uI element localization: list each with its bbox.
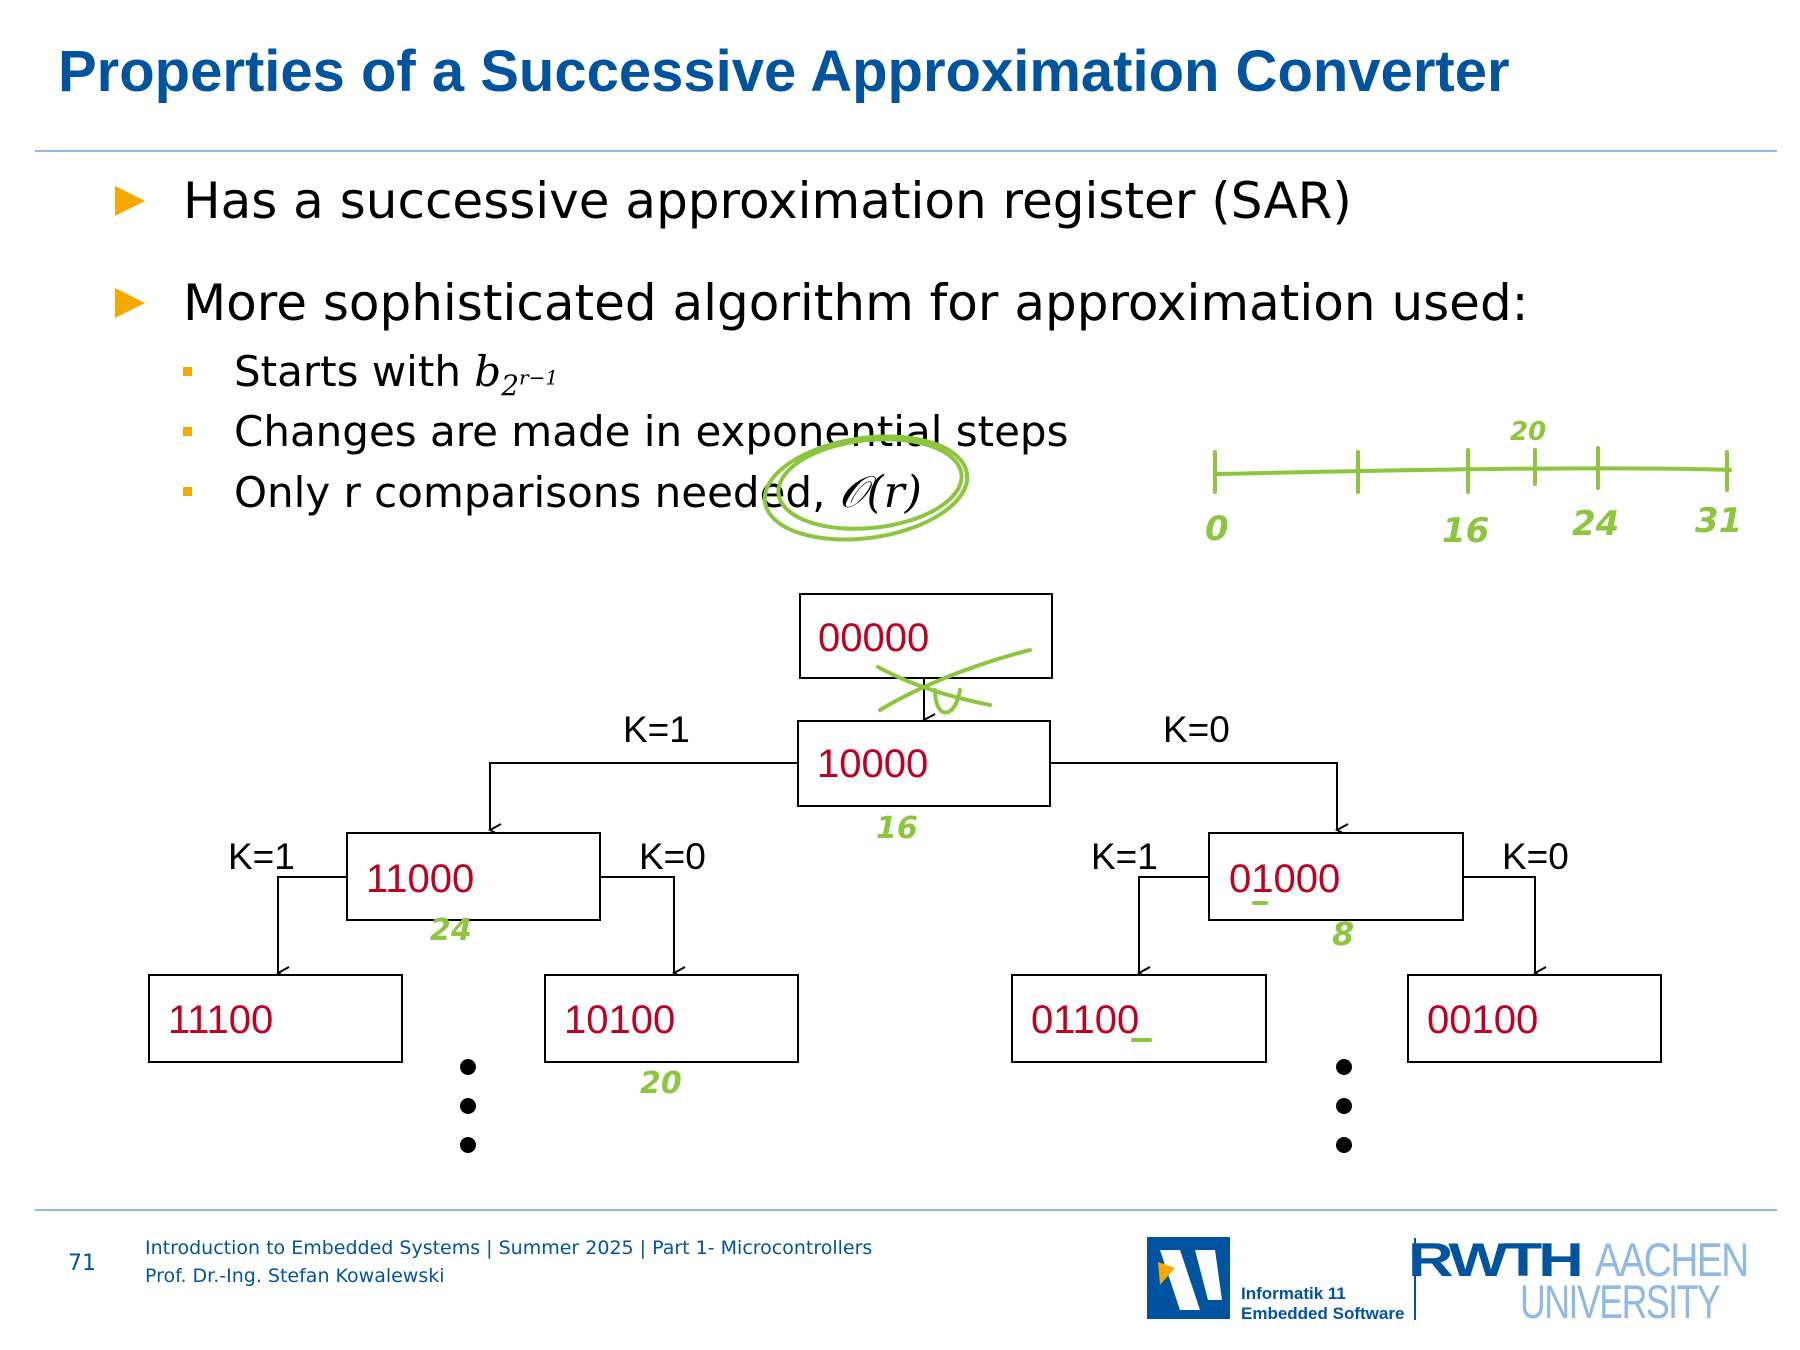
node-leaf2-box bbox=[544, 974, 799, 1063]
rwth-wordmark: RWTH bbox=[1408, 1233, 1584, 1286]
edge-level1-left2 bbox=[490, 762, 798, 830]
node-level1-label: 10000 bbox=[817, 742, 928, 786]
cross-stroke bbox=[878, 648, 1032, 712]
node-leaf4-label: 00100 bbox=[1427, 998, 1538, 1042]
square-bullet-icon bbox=[183, 487, 192, 496]
ellipsis-dot bbox=[460, 1098, 476, 1114]
circle-annotation bbox=[776, 437, 964, 531]
university-wordmark: UNIVERSITY bbox=[1520, 1275, 1721, 1328]
circle-annotation bbox=[762, 434, 970, 542]
ellipsis-dot bbox=[1336, 1059, 1352, 1075]
subbullet-comparisons: Only r comparisons needed, 𝒪(r) bbox=[183, 467, 922, 518]
node-leaf3-label: 01100 bbox=[1031, 998, 1139, 1042]
edge-left2-leaf1 bbox=[278, 876, 347, 973]
node-value-leaf2: 20 bbox=[640, 1066, 682, 1101]
edge-right2-leaf3 bbox=[1139, 876, 1209, 973]
node-right2-box bbox=[1208, 832, 1464, 921]
number-line-top-label: 20 bbox=[1510, 417, 1546, 447]
handwritten-annotations bbox=[762, 434, 1732, 1042]
cross-stroke bbox=[933, 688, 962, 715]
tree-connectors bbox=[278, 678, 1535, 973]
footer-divider bbox=[35, 1209, 1777, 1211]
informatik-logo-icon bbox=[1147, 1237, 1230, 1319]
node-root-label: 00000 bbox=[818, 616, 929, 660]
bullet-text: Has a successive approximation register … bbox=[183, 172, 1352, 230]
ellipsis-dot bbox=[460, 1059, 476, 1075]
node-leaf1-label: 11100 bbox=[168, 998, 273, 1042]
node-left2-label: 11000 bbox=[366, 857, 474, 901]
edge-label-right-right: K=0 bbox=[1502, 836, 1569, 877]
math-b-expression: b2r−1 bbox=[474, 347, 559, 403]
edge-right2-leaf4 bbox=[1463, 876, 1535, 973]
bullet-text: More sophisticated algorithm for approxi… bbox=[183, 274, 1529, 332]
slide-title: Properties of a Successive Approximation… bbox=[58, 39, 1510, 104]
subbullet-starts-with: Starts with b2r−1 bbox=[183, 347, 559, 403]
ellipsis-dots bbox=[460, 1059, 1352, 1153]
ellipsis-dot bbox=[1336, 1098, 1352, 1114]
bullet-sar: Has a successive approximation register … bbox=[115, 172, 1352, 230]
node-leaf1-box bbox=[148, 974, 403, 1063]
number-line bbox=[1213, 466, 1732, 476]
node-leaf4-box bbox=[1407, 974, 1662, 1063]
edge-label-top-right: K=0 bbox=[1163, 709, 1230, 750]
bullet-triangle-icon bbox=[115, 186, 145, 216]
math-big-o: 𝒪(r) bbox=[838, 467, 922, 518]
node-left2-box bbox=[346, 832, 601, 921]
node-leaf2-label: 10100 bbox=[564, 998, 675, 1042]
rwth-logo: RWTH AACHEN UNIVERSITY bbox=[1408, 1232, 1750, 1328]
ellipsis-dot bbox=[1336, 1137, 1352, 1153]
number-line-label: 24 bbox=[1572, 504, 1619, 544]
bullet-algorithm: More sophisticated algorithm for approxi… bbox=[115, 274, 1529, 332]
institute-name: Informatik 11 bbox=[1241, 1284, 1346, 1303]
node-leaf3-box bbox=[1011, 974, 1267, 1063]
bullet-triangle-icon bbox=[115, 288, 145, 318]
subbullet-exponential-steps: Changes are made in exponential steps bbox=[183, 407, 1068, 456]
footer-author-line: Prof. Dr.-Ing. Stefan Kowalewski bbox=[145, 1265, 445, 1287]
ellipsis-dot bbox=[460, 1137, 476, 1153]
aachen-wordmark: AACHEN bbox=[1595, 1233, 1749, 1286]
edge-label-right-left: K=1 bbox=[1091, 836, 1158, 877]
edge-left2-leaf2 bbox=[600, 876, 674, 973]
cross-stroke bbox=[876, 665, 992, 707]
title-divider bbox=[35, 150, 1777, 152]
node-level1-box bbox=[797, 720, 1051, 807]
square-bullet-icon bbox=[183, 427, 192, 436]
node-value-right2: 8 bbox=[1332, 915, 1354, 953]
edge-label-left-right: K=0 bbox=[639, 836, 706, 877]
node-value-left2: 24 bbox=[430, 913, 472, 948]
edge-label-left-left: K=1 bbox=[228, 836, 295, 877]
node-value-level1: 16 bbox=[876, 811, 918, 846]
footer-course-line: Introduction to Embedded Systems | Summe… bbox=[145, 1237, 873, 1259]
number-line-label: 16 bbox=[1442, 511, 1489, 551]
edge-level1-right2 bbox=[1050, 762, 1337, 830]
node-right2-label: 01000 bbox=[1229, 857, 1340, 901]
number-line-label: 31 bbox=[1695, 501, 1742, 541]
number-line-label: 0 bbox=[1205, 509, 1229, 549]
edge-label-top-left: K=1 bbox=[623, 709, 690, 750]
page-number: 71 bbox=[68, 1251, 96, 1276]
institute-subname: Embedded Software bbox=[1241, 1304, 1405, 1323]
handwritten-numbers: 0 16 24 31 20 16 24 8 20 bbox=[430, 417, 1742, 1101]
square-bullet-icon bbox=[183, 367, 192, 376]
node-root-box bbox=[799, 593, 1053, 679]
